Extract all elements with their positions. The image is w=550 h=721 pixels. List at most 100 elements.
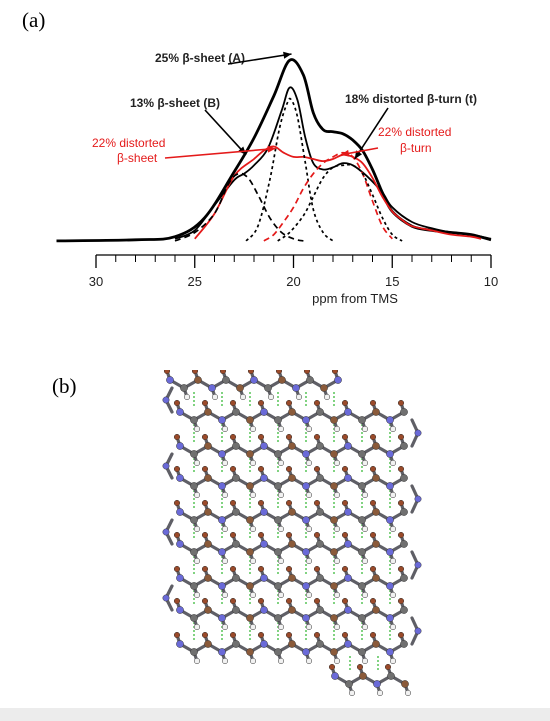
atom — [221, 459, 229, 467]
atom — [414, 627, 422, 635]
atom — [400, 408, 408, 416]
annotation-beta-sheet-a: 25% β-sheet (A) — [155, 51, 245, 65]
atom — [313, 399, 321, 407]
atom — [369, 565, 377, 573]
atom — [176, 474, 184, 482]
atom — [229, 399, 237, 407]
atom — [229, 531, 237, 539]
atom — [400, 640, 408, 648]
atom — [386, 614, 394, 622]
atom — [278, 376, 286, 384]
atom — [305, 557, 313, 565]
atom — [316, 408, 324, 416]
atom — [232, 474, 240, 482]
atom — [190, 482, 198, 490]
atom — [344, 640, 352, 648]
annotation-arrow-line — [227, 53, 292, 65]
atom — [260, 508, 268, 516]
bottom-strip — [0, 708, 550, 721]
atom — [333, 623, 341, 631]
atom — [313, 631, 321, 639]
atom — [400, 508, 408, 516]
atom — [191, 370, 199, 375]
atom — [295, 393, 303, 401]
atom — [201, 565, 209, 573]
atom — [330, 516, 338, 524]
atom — [302, 648, 310, 656]
atom — [341, 565, 349, 573]
atom — [218, 582, 226, 590]
atom — [193, 623, 201, 631]
atom — [176, 408, 184, 416]
atom — [305, 459, 313, 467]
atom — [218, 516, 226, 524]
atom — [246, 648, 254, 656]
atom — [389, 557, 397, 565]
atom — [190, 648, 198, 656]
atom — [414, 495, 422, 503]
atom — [389, 623, 397, 631]
atom — [331, 370, 339, 375]
atom — [333, 525, 341, 533]
atom — [288, 442, 296, 450]
atom — [288, 606, 296, 614]
atom — [356, 663, 364, 671]
atom — [176, 606, 184, 614]
atom — [373, 680, 381, 688]
atom — [288, 640, 296, 648]
atom — [333, 591, 341, 599]
atom — [341, 433, 349, 441]
atom — [288, 540, 296, 548]
atom — [344, 574, 352, 582]
atom — [333, 657, 341, 665]
atom — [386, 482, 394, 490]
atom — [285, 465, 293, 473]
atom — [386, 548, 394, 556]
atom — [323, 393, 331, 401]
nmr-spectrum-chart: 30 25 20 15 10 ppm from TMS 25% β-sheet (A) … — [56, 51, 498, 306]
series-distorted-beta-sheet — [194, 145, 482, 240]
atom — [249, 491, 257, 499]
atom — [348, 689, 356, 697]
atom — [257, 465, 265, 473]
atom — [246, 516, 254, 524]
x-tick-label: 30 — [89, 274, 103, 289]
atom — [221, 491, 229, 499]
atom — [372, 474, 380, 482]
atom — [247, 370, 255, 375]
annotation-distorted-beta-sheet-line2: β-sheet — [117, 151, 158, 165]
atom — [183, 393, 191, 401]
atom — [344, 508, 352, 516]
atom — [274, 582, 282, 590]
atom — [372, 540, 380, 548]
atom — [369, 433, 377, 441]
atom — [358, 614, 366, 622]
atom — [166, 376, 174, 384]
atom — [386, 648, 394, 656]
atom — [246, 482, 254, 490]
atom — [397, 499, 405, 507]
atom — [190, 582, 198, 590]
atom — [316, 606, 324, 614]
atom — [341, 631, 349, 639]
atom — [285, 597, 293, 605]
atom — [330, 648, 338, 656]
atom — [274, 548, 282, 556]
atom — [328, 663, 336, 671]
spectrum-curves — [56, 58, 492, 243]
atom — [316, 574, 324, 582]
atom — [232, 606, 240, 614]
atom — [246, 416, 254, 424]
atom — [386, 582, 394, 590]
atom — [397, 565, 405, 573]
atom — [341, 597, 349, 605]
atom — [313, 531, 321, 539]
atom — [204, 574, 212, 582]
atom — [358, 450, 366, 458]
atom — [222, 376, 230, 384]
atom — [173, 531, 181, 539]
atom — [389, 657, 397, 665]
atom — [201, 465, 209, 473]
atom — [239, 393, 247, 401]
x-tick-label: 20 — [286, 274, 300, 289]
